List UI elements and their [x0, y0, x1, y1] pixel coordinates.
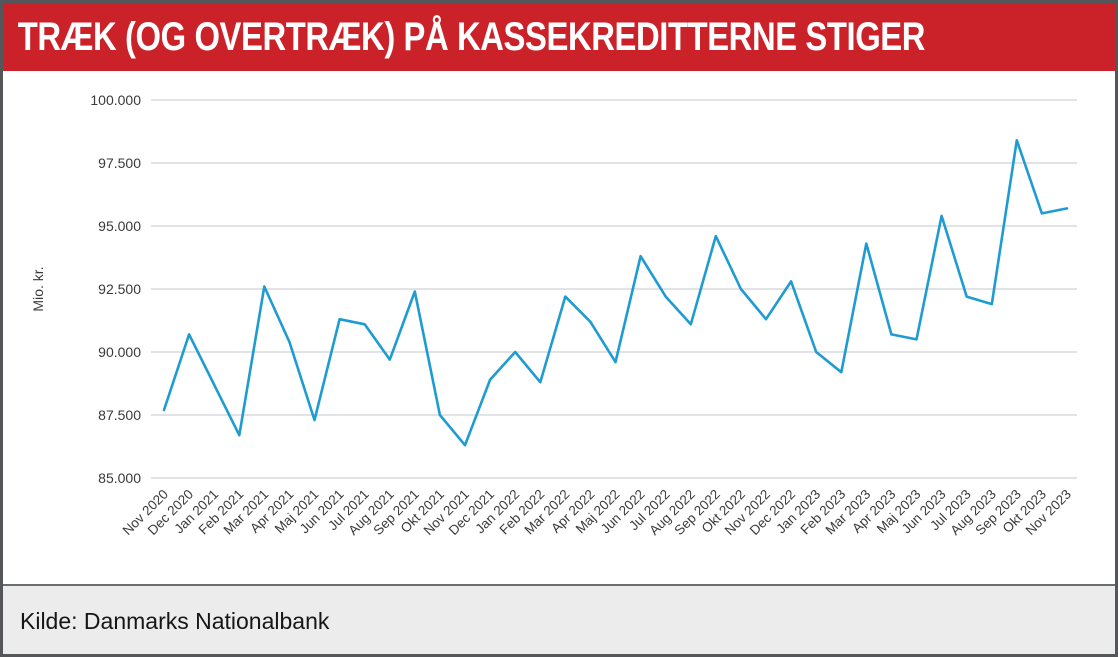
- source-footer: Kilde: Danmarks Nationalbank: [3, 584, 1115, 654]
- svg-text:100.000: 100.000: [90, 92, 141, 108]
- svg-text:Mio. kr.: Mio. kr.: [30, 266, 46, 311]
- source-text: Kilde: Danmarks Nationalbank: [20, 607, 330, 634]
- chart-container: 85.000 87.500 90.000 92.500 95.000 97.500 100.…: [3, 71, 1115, 584]
- svg-text:97.500: 97.500: [98, 155, 141, 171]
- svg-text:90.000: 90.000: [98, 344, 141, 360]
- line-chart: 85.000 87.500 90.000 92.500 95.000 97.500 100.…: [30, 92, 1077, 538]
- header-banner: TRÆK (OG OVERTRÆK) PÅ KASSEKREDITTERNE S…: [3, 3, 1115, 71]
- svg-text:95.000: 95.000: [98, 218, 141, 234]
- svg-text:87.500: 87.500: [98, 407, 141, 423]
- svg-text:85.000: 85.000: [98, 470, 141, 486]
- chart-title: TRÆK (OG OVERTRÆK) PÅ KASSEKREDITTERNE S…: [17, 14, 926, 59]
- svg-text:92.500: 92.500: [98, 281, 141, 297]
